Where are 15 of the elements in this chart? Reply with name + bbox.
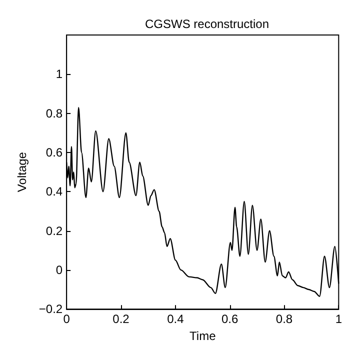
y-tick-label: −0.2 [38, 302, 63, 316]
y-tick-label: 0.8 [46, 106, 63, 120]
y-tick-label: 1 [56, 67, 63, 82]
x-tick-label: 0.8 [276, 312, 293, 326]
x-tick-label: 1 [335, 312, 342, 326]
y-tick-label: 0.4 [46, 184, 63, 199]
y-tick-label: 0 [56, 262, 63, 277]
y-axis-title: Voltage [15, 152, 29, 192]
y-tick-label: 0.2 [46, 224, 63, 238]
x-tick-label: 0.6 [221, 312, 238, 326]
x-tick-label: 0.2 [112, 312, 130, 326]
x-tick-label: 0.4 [167, 312, 184, 326]
x-axis-title: Time [190, 329, 216, 343]
y-tick-label: 0.6 [46, 145, 63, 160]
chart-title: CGSWS reconstruction [144, 17, 270, 31]
